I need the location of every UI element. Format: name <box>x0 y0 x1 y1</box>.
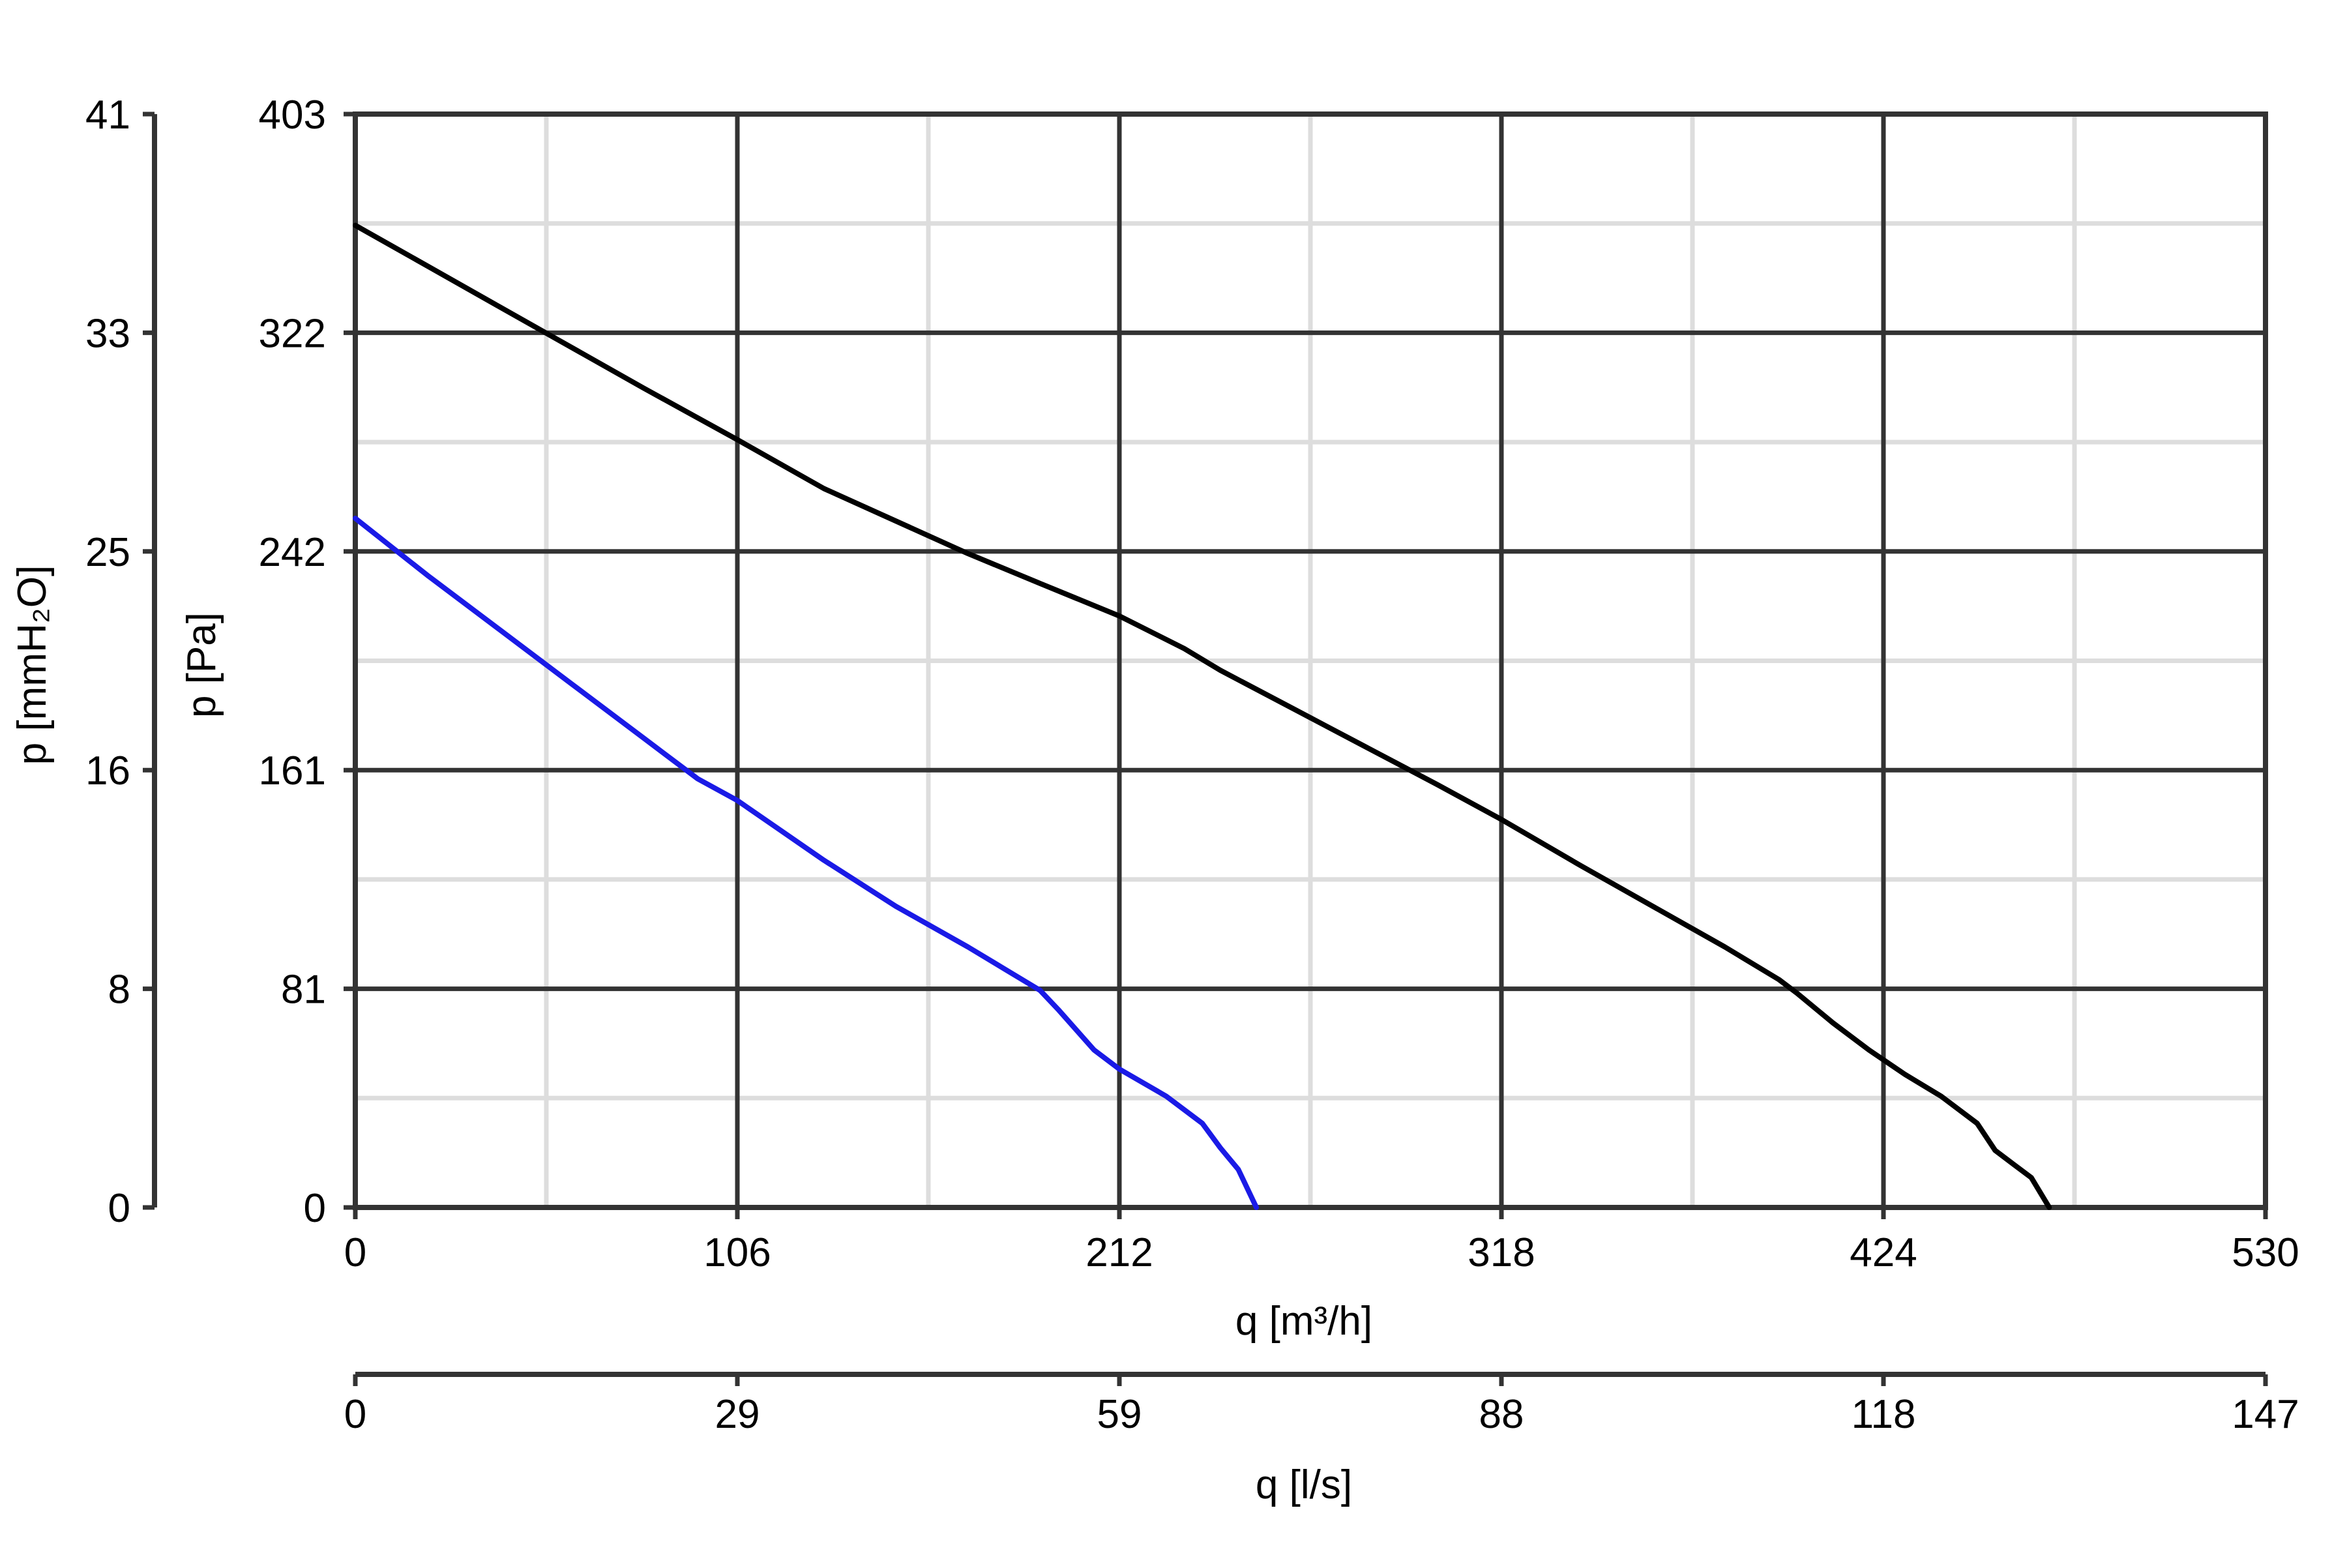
secondary-x-tick-label: 0 <box>344 1392 366 1437</box>
secondary-x-axis-title: q [l/s] <box>1256 1462 1352 1507</box>
plot-frame <box>353 111 2268 1210</box>
series-line-1 <box>353 222 2052 1210</box>
y-tick-label: 403 <box>259 93 326 138</box>
secondary-x-tick-label: 59 <box>1097 1392 1142 1437</box>
y-axis-title: p [Pa] <box>179 612 224 718</box>
y-tick-label: 161 <box>259 748 326 793</box>
y-tick-label: 0 <box>304 1186 326 1231</box>
x-tick-label: 530 <box>2232 1230 2299 1275</box>
x-tick-label: 424 <box>1850 1230 1917 1275</box>
x-tick-label: 212 <box>1085 1230 1153 1275</box>
secondary-y-tick-label: 16 <box>85 748 130 793</box>
plot-border <box>353 111 2268 1210</box>
y-tick-label: 242 <box>259 530 326 575</box>
secondary-y-tick-label: 33 <box>85 311 130 356</box>
secondary-x-tick-label: 88 <box>1479 1392 1524 1437</box>
x-tick-label: 106 <box>703 1230 771 1275</box>
series-layer <box>353 222 2052 1210</box>
axes-layer: 0 81 161 242 322 403 0 106 212 318 424 530 0 29 59 88 11… <box>85 93 2299 1437</box>
secondary-x-tick-label: 29 <box>715 1392 760 1437</box>
secondary-y-tick-label: 41 <box>85 93 130 138</box>
y-tick-label: 322 <box>259 311 326 356</box>
secondary-x-tick-label: 118 <box>1852 1392 1916 1437</box>
y-tick-label: 81 <box>281 968 326 1013</box>
x-tick-label: 318 <box>1468 1230 1535 1275</box>
secondary-y-axis-title: p [mmH₂O] <box>10 565 55 765</box>
secondary-y-tick-label: 8 <box>108 968 130 1013</box>
secondary-x-tick-label: 147 <box>2232 1392 2299 1437</box>
series-line-2 <box>353 516 1260 1210</box>
secondary-y-tick-label: 0 <box>108 1186 130 1231</box>
grid <box>353 111 2268 1210</box>
secondary-y-tick-label: 25 <box>85 530 130 575</box>
x-axis-title: q [m³/h] <box>1235 1299 1372 1344</box>
x-tick-label: 0 <box>344 1230 366 1275</box>
